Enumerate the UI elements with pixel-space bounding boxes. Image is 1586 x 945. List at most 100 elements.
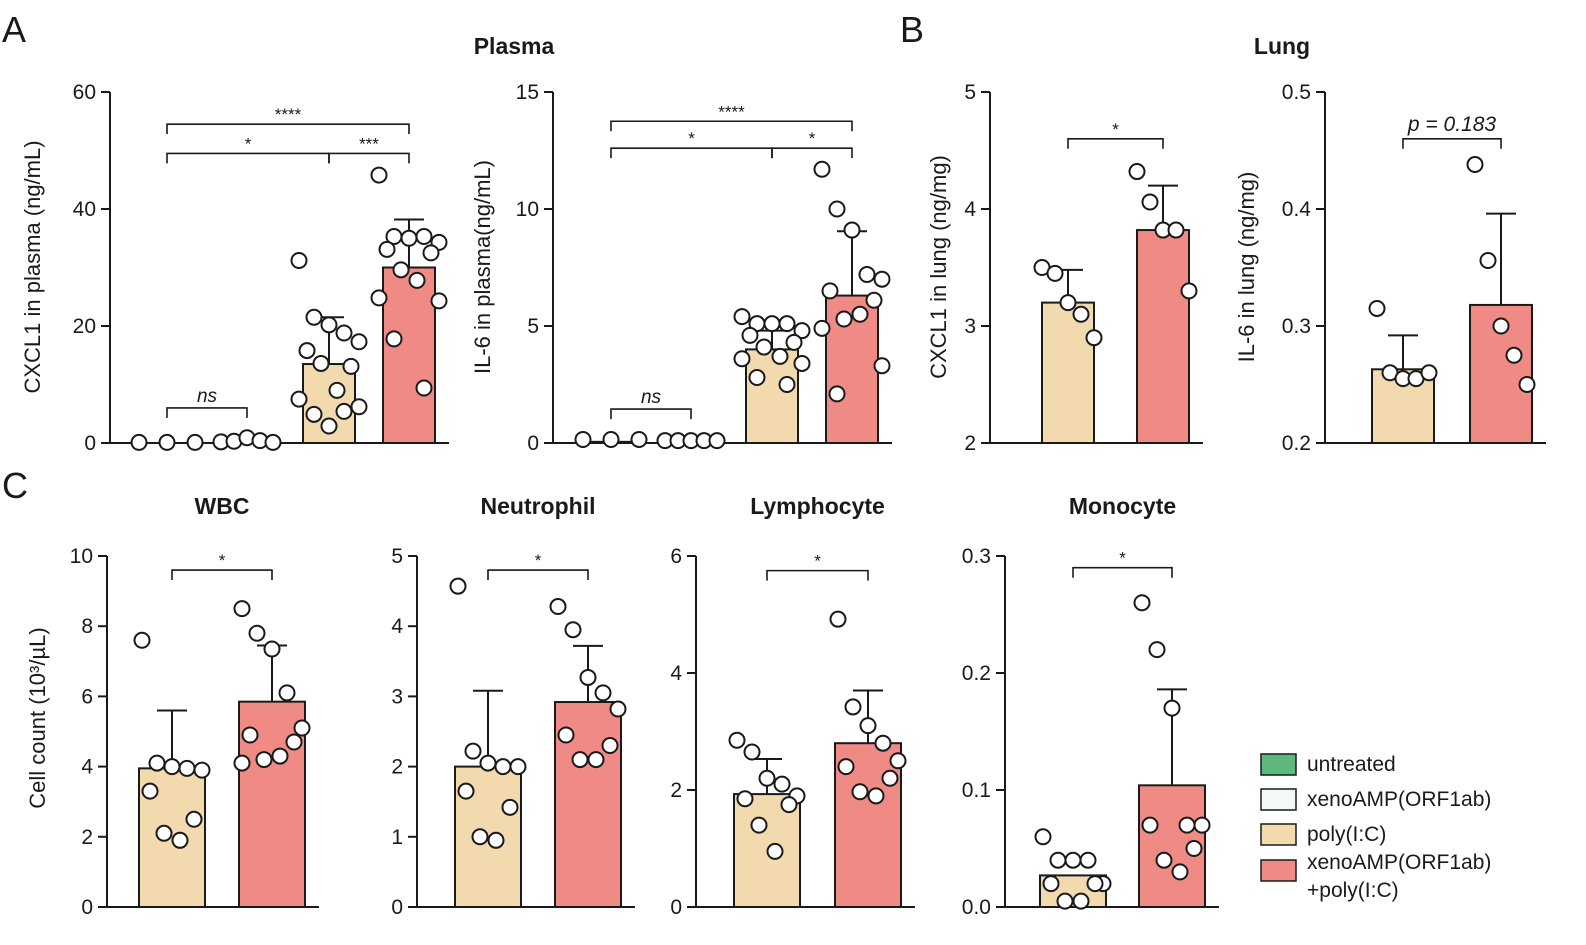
data-point-untreated <box>574 430 592 448</box>
data-point-combo <box>248 624 266 642</box>
data-point-polyic <box>773 775 791 793</box>
data-point-polyic <box>185 810 203 828</box>
data-point-untreated <box>158 433 176 451</box>
data-point-combo <box>241 726 259 744</box>
legend-label: untreated <box>1307 753 1396 776</box>
data-point-polyic <box>1059 294 1077 312</box>
data-point-combo <box>285 733 303 751</box>
significance-label: * <box>245 134 252 153</box>
legend-swatch-combo <box>1260 859 1297 882</box>
significance-bracket <box>610 120 853 132</box>
significance-label: ns <box>641 387 662 408</box>
data-point-polyic <box>748 368 766 386</box>
y-tick-label: 5 <box>964 81 976 104</box>
significance-bracket <box>1402 138 1502 149</box>
data-point-combo <box>858 266 876 284</box>
data-point-combo <box>881 769 899 787</box>
data-point-combo <box>1492 317 1510 335</box>
legend-label: xenoAMP(ORF1ab) <box>1307 788 1491 811</box>
data-point-polyic <box>771 347 789 365</box>
y-tick-label: 10 <box>516 198 539 221</box>
data-point-combo <box>867 787 885 805</box>
data-point-polyic <box>335 324 353 342</box>
chart-title: Lymphocyte <box>750 493 885 519</box>
data-point-polyic <box>449 577 467 595</box>
chart-title: Neutrophil <box>481 493 596 519</box>
bar-combo <box>382 266 436 444</box>
data-point-combo <box>874 734 892 752</box>
y-tick-label: 0.3 <box>962 545 991 568</box>
data-point-combo <box>263 640 281 658</box>
significance-label: *** <box>359 134 379 153</box>
y-tick-label: 6 <box>670 545 682 568</box>
data-point-polyic <box>766 842 784 860</box>
data-point-untreated <box>186 433 204 451</box>
significance-bracket <box>487 569 589 581</box>
data-point-combo <box>873 270 891 288</box>
data-point-combo <box>1185 840 1203 857</box>
data-point-combo <box>1479 251 1497 269</box>
data-point-polyic <box>743 743 761 761</box>
significance-bracket <box>610 147 773 159</box>
data-point-combo <box>1163 699 1181 717</box>
bar-polyic <box>1041 301 1095 444</box>
significance-label: * <box>688 129 695 148</box>
chart-title: WBC <box>195 493 250 519</box>
data-point-polyic <box>471 828 489 846</box>
data-point-polyic <box>1086 875 1104 893</box>
chart-neutrophil: Neutrophil 0 1 2 3 4 5 * <box>391 493 635 919</box>
y-tick-label: 6 <box>81 685 93 708</box>
data-point-combo <box>549 598 567 616</box>
data-point-polyic <box>1042 875 1060 893</box>
y-axis-label: IL-6 in plasma(ng/mL) <box>470 160 495 374</box>
significance-label: * <box>814 552 821 571</box>
significance-bracket <box>166 123 410 135</box>
significance-bracket <box>771 147 853 159</box>
data-point-polyic <box>290 390 308 408</box>
legend-label-line2: +poly(I:C) <box>1307 879 1399 902</box>
chart-monocyte: Monocyte 0.0 0.1 0.2 0.3 * <box>962 493 1219 919</box>
data-point-polyic <box>733 350 751 368</box>
y-tick-label: 0 <box>527 432 539 455</box>
data-point-combo <box>1141 816 1159 834</box>
data-point-polyic <box>1072 305 1090 323</box>
data-point-polyic <box>1085 329 1103 347</box>
data-point-combo <box>415 227 433 245</box>
y-tick-label: 8 <box>81 615 93 638</box>
y-tick-label: 0.0 <box>962 896 991 919</box>
chart-il6-lung: IL-6 in lung (ng/mg) 0.2 0.3 0.4 0.5 p = 0.18… <box>1234 81 1546 455</box>
data-point-polyic <box>1064 851 1082 869</box>
data-point-combo <box>400 229 418 247</box>
data-point-polyic <box>342 357 360 375</box>
chart-wbc: WBC Cell count (10³/µL) 0 2 4 6 8 10 * <box>25 493 319 919</box>
data-point-polyic <box>741 326 759 344</box>
legend-swatch-xeno <box>1260 788 1297 811</box>
legend: untreated xenoAMP(ORF1ab) poly(I:C) xenoAMP… <box>1260 753 1491 902</box>
data-point-polyic <box>155 824 173 842</box>
data-point-polyic <box>763 315 781 333</box>
significance-label: * <box>219 551 226 570</box>
data-point-polyic <box>780 796 798 814</box>
y-tick-label: 2 <box>391 756 403 779</box>
data-point-polyic <box>479 754 497 772</box>
data-point-polyic <box>1034 828 1052 846</box>
data-point-combo <box>844 698 862 716</box>
data-point-combo <box>851 783 869 801</box>
data-point-combo <box>813 160 831 178</box>
data-point-polyic <box>290 251 308 269</box>
data-point-polyic <box>1056 892 1074 910</box>
data-point-combo <box>1128 163 1146 181</box>
legend-label: xenoAMP(ORF1ab) <box>1307 851 1491 874</box>
data-point-polyic <box>312 354 330 372</box>
data-point-polyic <box>305 308 323 326</box>
data-point-polyic <box>1079 851 1097 869</box>
significance-bracket <box>610 408 692 420</box>
data-point-combo <box>415 379 433 397</box>
y-tick-label: 3 <box>964 315 976 338</box>
data-point-combo <box>271 747 289 765</box>
data-point-combo <box>579 668 597 686</box>
data-point-polyic <box>750 816 768 834</box>
data-point-polyic <box>793 354 811 372</box>
